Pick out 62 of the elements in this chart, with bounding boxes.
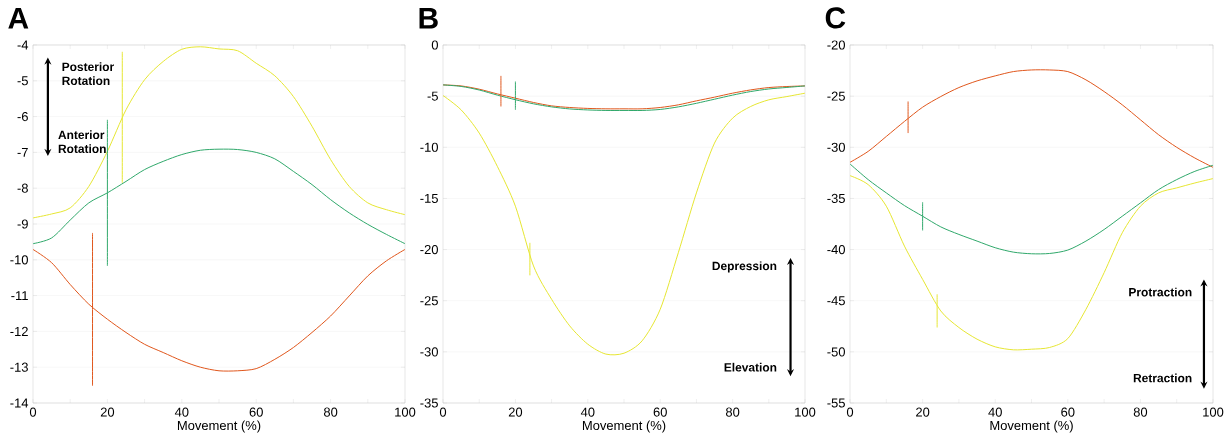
y-tick-label: -10 [420, 142, 438, 152]
y-tick-label: -11 [11, 291, 28, 301]
x-tick-label: 40 [174, 407, 189, 417]
y-tick-label: -20 [420, 244, 438, 255]
x-tick-label: 0 [29, 407, 37, 417]
y-tick-label: -12 [10, 326, 28, 336]
x-tick-label: 20 [916, 407, 930, 417]
x-tick-label: 100 [1203, 407, 1224, 417]
y-tick-label: -5 [17, 76, 28, 86]
annotation: Elevation [724, 362, 777, 372]
annotation: Anterior Rotation [58, 130, 106, 154]
chart-title: C [825, 7, 846, 29]
annotation: Depression [712, 261, 777, 273]
x-tick-label: 20 [508, 407, 523, 417]
y-tick-label: -50 [827, 347, 845, 357]
annotation: Protraction [1129, 287, 1192, 297]
x-axis-title: Movement (%) [582, 420, 666, 433]
x-tick-label: 100 [395, 407, 416, 417]
chart-title: B [419, 7, 438, 29]
x-tick-label: 100 [795, 407, 816, 417]
y-tick-label: -45 [827, 296, 845, 306]
x-tick-label: 80 [725, 407, 740, 417]
x-tick-label: 60 [1061, 407, 1075, 417]
y-tick-label: -35 [420, 398, 438, 408]
y-tick-label: -40 [827, 244, 845, 255]
line-series [443, 92, 806, 356]
y-tick-label: -20 [827, 40, 845, 50]
y-tick-label: -55 [827, 398, 845, 408]
y-tick-label: -5 [427, 91, 438, 101]
x-tick-label: 0 [846, 407, 854, 417]
x-tick-label: 20 [100, 407, 115, 417]
chart-title: A [8, 7, 29, 29]
x-axis-title: Movement (%) [177, 420, 261, 433]
y-tick-label: -25 [420, 296, 438, 306]
x-axis-title: Movement (%) [990, 420, 1073, 433]
y-tick-label: -30 [827, 142, 845, 152]
y-tick-label: 0 [431, 40, 438, 50]
x-tick-label: 0 [439, 407, 447, 417]
y-tick-label: -30 [420, 347, 438, 357]
y-tick-label: -35 [827, 193, 845, 204]
x-tick-label: 60 [249, 407, 263, 417]
y-tick-label: -9 [17, 219, 28, 229]
line-series [850, 175, 1214, 351]
x-tick-label: 40 [988, 407, 1002, 417]
y-tick-label: -25 [827, 91, 845, 101]
x-tick-label: 80 [1133, 407, 1148, 417]
y-tick-label: -4 [17, 40, 29, 50]
y-tick-label: -6 [17, 112, 28, 122]
y-tick-label: -10 [10, 255, 28, 265]
x-tick-label: 80 [323, 407, 338, 417]
line-series [850, 69, 1214, 168]
annotation: Posterior Rotation [62, 62, 114, 85]
y-tick-label: -15 [420, 193, 438, 203]
x-tick-label: 40 [580, 407, 595, 417]
line-series [33, 46, 405, 219]
y-tick-label: -7 [17, 147, 28, 157]
y-tick-label: -13 [10, 362, 28, 372]
y-tick-label: -14 [10, 398, 29, 408]
annotation: Retraction [1133, 373, 1192, 383]
line-series [850, 163, 1214, 255]
y-tick-label: -8 [17, 183, 28, 193]
x-tick-label: 60 [653, 407, 667, 417]
